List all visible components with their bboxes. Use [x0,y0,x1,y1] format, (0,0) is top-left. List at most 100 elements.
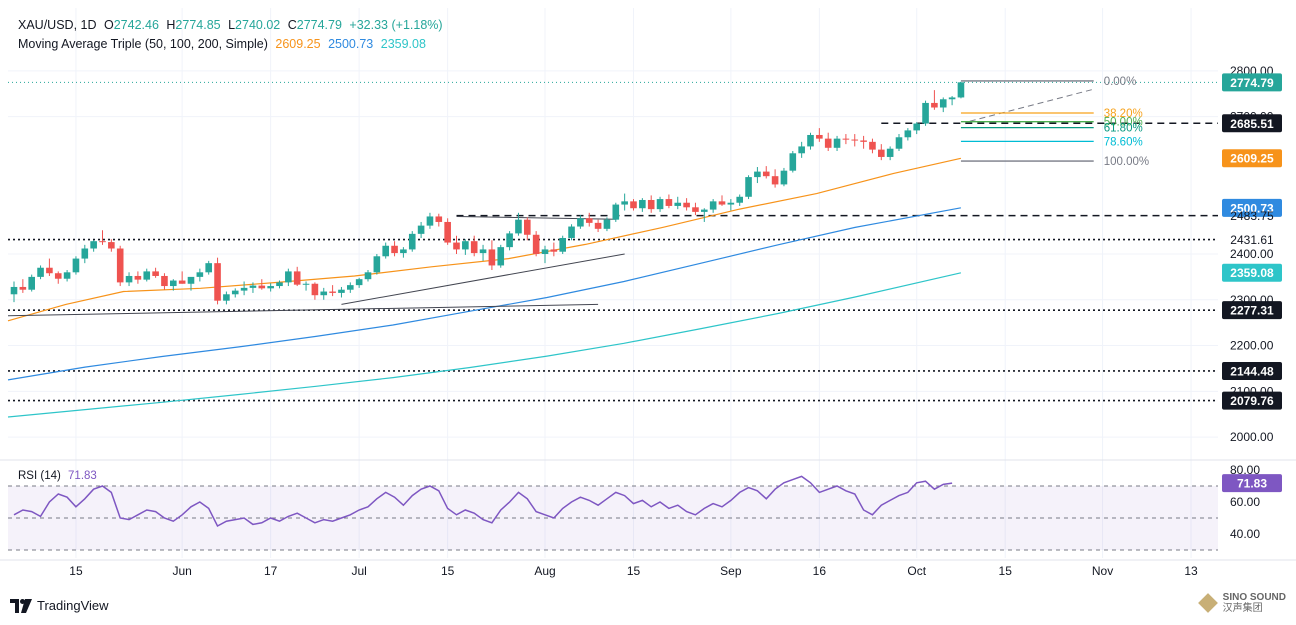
candle-body [205,263,212,273]
candle [754,167,761,184]
candle-body [524,219,531,235]
candle-body [223,294,230,301]
candle-body [674,202,682,206]
price-badge [1222,361,1282,380]
tradingview-brand[interactable]: TradingView [10,598,109,613]
candle [19,279,27,293]
candle [311,282,319,300]
candle-body [621,201,628,205]
candle [745,175,752,200]
candle-body [603,219,611,229]
price-badge [1222,198,1282,217]
candle-body [754,171,761,178]
candle [886,146,894,161]
candle [134,271,142,284]
candle [524,217,531,241]
candle [258,279,266,290]
candle [612,202,620,222]
candle-body [550,249,558,252]
price-badge [1222,301,1282,320]
trendline [7,303,599,317]
ma200-value: 2359.08 [380,37,426,51]
candle [630,199,637,211]
rsi-legend: RSI (14) 71.83 [18,470,101,482]
candle [957,82,965,99]
candle-body [701,209,708,212]
candle [152,267,159,278]
watermark-line1: SINO SOUND [1222,592,1286,603]
candle [72,256,80,275]
candle [842,134,850,145]
candle [338,286,345,298]
candle-body [285,271,292,283]
x-tick-label: 16 [813,564,827,578]
ma-title[interactable]: Moving Average Triple (50, 100, 200, Sim… [18,37,268,51]
watermark: SINO SOUND 汉声集团 [1197,592,1286,614]
candle-body [665,199,673,206]
candle-body [400,249,407,254]
candle-body [913,123,920,131]
ma-legend: Moving Average Triple (50, 100, 200, Sim… [18,37,430,51]
candle [939,97,947,113]
trendline [969,88,1094,122]
low-label: L [228,18,236,32]
candle-body [196,272,204,277]
candle [922,100,929,126]
candle-body [408,233,416,250]
candle [639,198,646,212]
candle [426,212,434,229]
candle [913,122,920,135]
candle-body [878,149,885,157]
candle-body [931,102,938,108]
price-badge [1222,114,1282,133]
candle-body [249,285,257,288]
candle [878,144,885,161]
candle-body [851,139,859,141]
candle-body [780,170,788,185]
candle [824,132,832,151]
candle [515,212,522,236]
candle [559,235,566,254]
symbol-label[interactable]: XAU/USD, 1D [18,18,97,32]
price-badge-label: 2144.48 [1230,364,1274,378]
candle-body [435,216,443,222]
candle [603,217,611,232]
fib-level-label: 100.00% [1104,156,1149,168]
x-tick-label: 15 [441,564,455,578]
fib-level-label: 0.00% [1104,76,1137,88]
candle [355,277,363,288]
candle-body [515,219,522,234]
candle-body [506,233,513,248]
candle-body [293,271,301,285]
price-badge-label: 2500.73 [1230,201,1274,215]
candle [701,208,708,222]
candle-body [869,141,876,150]
price-badge [1222,391,1282,410]
candle [709,199,717,213]
candle [780,167,788,187]
candle [577,215,584,229]
candle-body [90,241,97,249]
candle-body [683,202,690,208]
candle-body [895,137,903,149]
rsi-title[interactable]: RSI (14) [18,470,61,482]
watermark-line2: 汉声集团 [1222,603,1263,614]
candle-body [709,201,717,210]
candle [860,135,867,149]
candle-body [656,199,664,210]
candle [240,281,248,296]
candle [470,235,478,257]
candle [276,280,283,289]
candle [833,135,841,151]
candle-body [231,290,239,295]
fib-level-label: 61.80% [1104,123,1143,135]
candle-body [99,241,106,243]
candle-body [258,285,266,289]
candle-body [116,248,124,283]
candle [807,132,814,150]
candle-body [108,242,115,249]
candle [948,96,956,106]
candle [435,213,443,227]
candle-body [860,140,867,142]
